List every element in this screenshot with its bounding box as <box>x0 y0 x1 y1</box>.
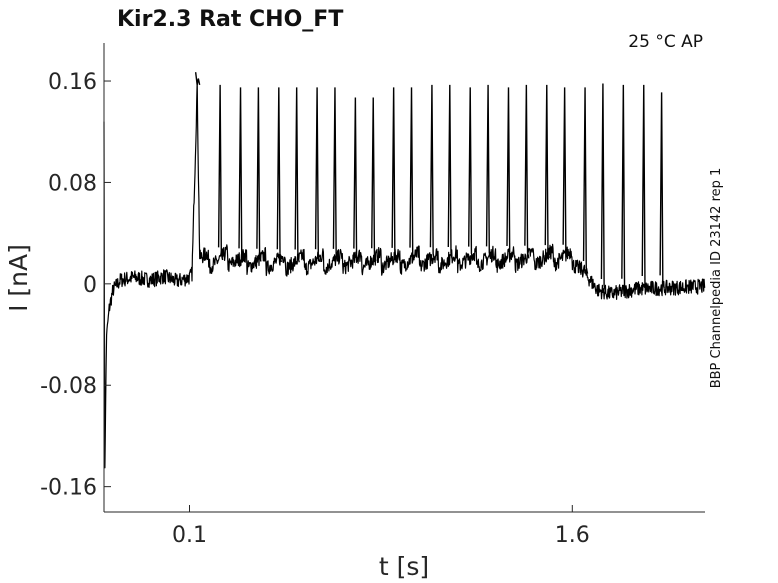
spike <box>582 87 589 274</box>
y-tick-label: 0 <box>83 273 97 298</box>
spike <box>506 87 512 259</box>
spike <box>391 87 397 261</box>
chart-title: Kir2.3 Rat CHO_FT <box>117 7 343 32</box>
spike <box>294 87 300 263</box>
spike <box>314 87 321 263</box>
x-tick-label: 0.1 <box>172 523 207 548</box>
spike <box>217 84 224 261</box>
condition-label: 25 °C AP <box>628 32 703 52</box>
x-tick-label: 1.6 <box>555 523 590 548</box>
spike <box>409 87 415 261</box>
current-trace <box>103 79 706 469</box>
spike <box>332 87 339 262</box>
x-axis-label: t [s] <box>379 552 429 581</box>
spike-group <box>194 72 665 292</box>
spike <box>468 87 474 260</box>
y-tick-label: -0.08 <box>40 374 97 399</box>
y-tick-label: 0.08 <box>48 171 97 196</box>
spike <box>276 87 282 263</box>
channelpedia-id-label: BBP Channelpedia ID 23142 rep 1 <box>709 168 724 389</box>
spike <box>485 84 492 260</box>
spike <box>659 92 665 289</box>
spike <box>256 87 262 262</box>
spike <box>524 84 530 259</box>
spike <box>544 84 550 258</box>
spike <box>600 83 607 292</box>
y-tick-label: 0.16 <box>48 70 97 95</box>
y-tick-label: -0.16 <box>40 476 97 501</box>
y-ticks: 0.16 0.08 0 -0.08 -0.16 <box>40 70 111 501</box>
spike <box>371 97 377 262</box>
spike <box>194 72 201 85</box>
spike <box>238 87 244 262</box>
y-axis-label: I [nA] <box>4 244 33 312</box>
spike <box>621 84 627 292</box>
x-ticks: 0.1 1.6 <box>172 505 590 548</box>
plot-area <box>103 72 706 469</box>
spike <box>562 87 568 258</box>
spike <box>429 84 436 261</box>
spike <box>447 84 453 260</box>
spike <box>641 84 647 289</box>
spike <box>353 97 359 262</box>
